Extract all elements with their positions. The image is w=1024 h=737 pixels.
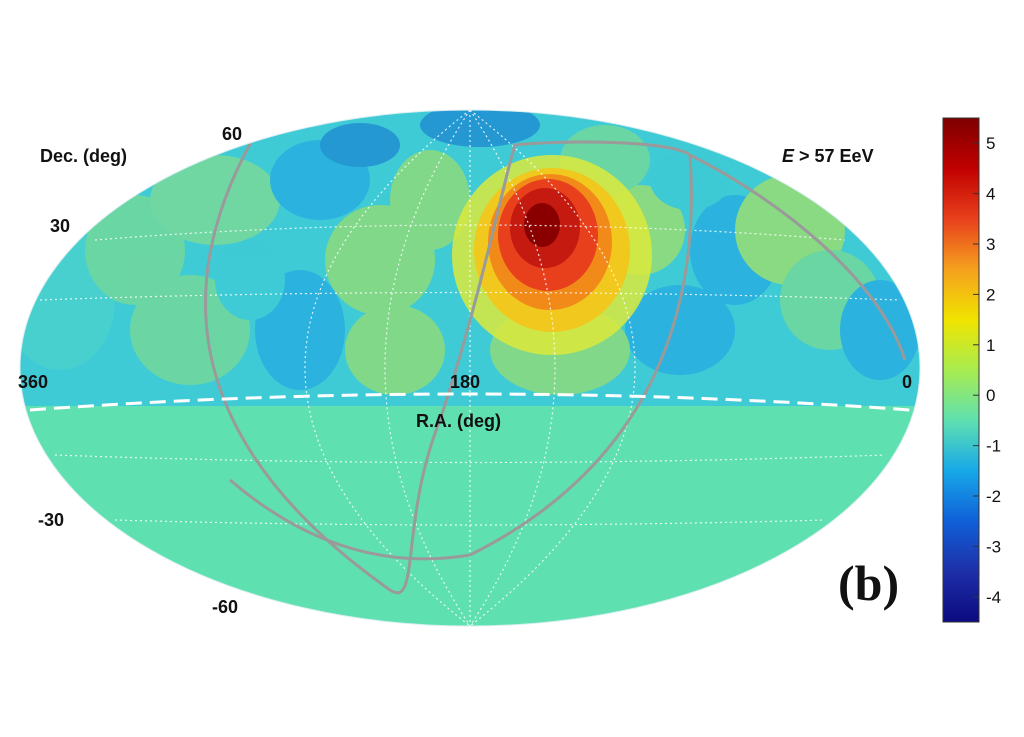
panel-label: (b) [838, 555, 899, 611]
hotspot [452, 155, 652, 355]
dec-axis-label: Dec. (deg) [40, 146, 127, 166]
coordinate-grid [39, 110, 901, 626]
colorbar: 5 4 3 2 1 0 -1 -2 -3 -4 [942, 117, 1001, 623]
ra-tick-360: 360 [18, 372, 48, 392]
dec-tick-30: 30 [50, 216, 70, 236]
colorbar-tick-label: -4 [986, 588, 1001, 607]
ra-tick-180: 180 [450, 372, 480, 392]
colorbar-tick-label: 3 [986, 235, 995, 254]
colorbar-tick-label: -2 [986, 487, 1001, 506]
dec-tick-minus-30: -30 [38, 510, 64, 530]
ra-tick-0: 0 [902, 372, 912, 392]
colorbar-tick-label: 2 [986, 285, 995, 304]
colorbar-tick-label: -1 [986, 437, 1001, 456]
colorbar-gradient [942, 117, 980, 623]
colorbar-tick-label: -3 [986, 537, 1001, 556]
sky-map [20, 110, 920, 626]
energy-label: E > 57 EeV [782, 146, 874, 166]
colorbar-tick-label: 4 [986, 185, 995, 204]
dec-tick-minus-60: -60 [212, 597, 238, 617]
colorbar-tick-label: 0 [986, 386, 995, 405]
colorbar-tick-label: 5 [986, 134, 995, 153]
fov-limit-line [29, 392, 911, 412]
map-outline [19, 109, 921, 627]
galactic-plane [204, 134, 907, 595]
ra-axis-label: R.A. (deg) [416, 411, 501, 431]
colorbar-ticks: 5 4 3 2 1 0 -1 -2 -3 -4 [973, 134, 1001, 607]
dec-tick-60: 60 [222, 124, 242, 144]
colorbar-tick-label: 1 [986, 336, 995, 355]
